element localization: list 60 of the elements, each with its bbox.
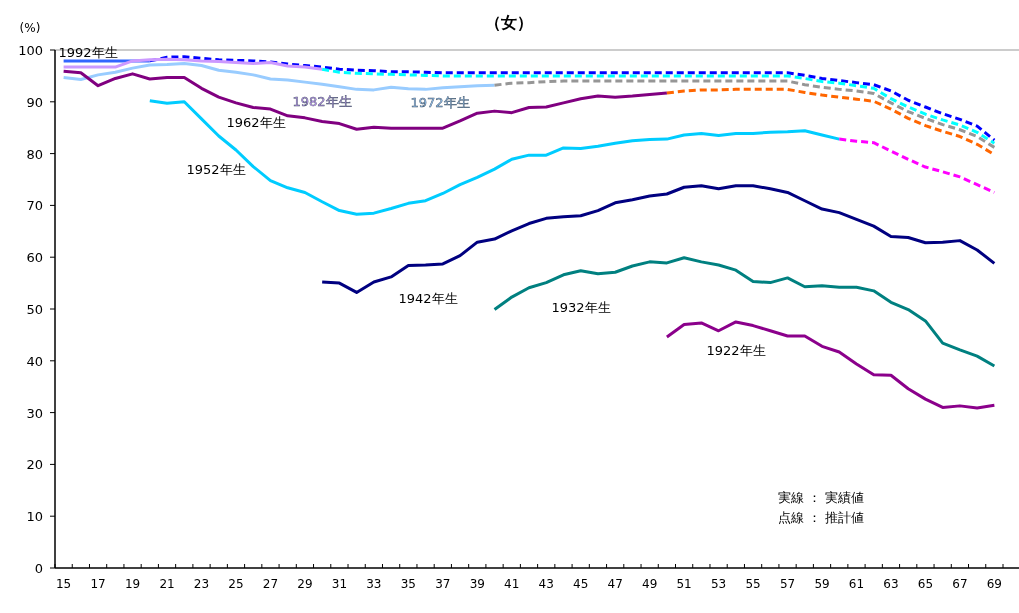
y-tick-label: 20	[26, 457, 43, 473]
x-tick-label: 55	[745, 577, 761, 591]
x-tick-label: 63	[883, 577, 899, 591]
series-label: 1962年生	[226, 115, 286, 130]
x-tick-label: 69	[986, 577, 1003, 591]
x-tick-label: 25	[228, 577, 244, 591]
series-label: 1952年生	[186, 162, 246, 177]
series-label: 1922年生	[706, 343, 766, 358]
x-tick-label: 61	[848, 577, 865, 591]
x-tick-label: 45	[573, 577, 589, 591]
series-label: 1942年生	[398, 291, 458, 306]
line-series	[62, 61, 497, 92]
x-tick-label: 53	[710, 577, 727, 591]
line-series	[62, 69, 669, 131]
x-tick-label: 21	[159, 577, 175, 591]
x-tick-label: 17	[90, 577, 106, 591]
y-tick-label: 100	[18, 43, 43, 58]
line-series	[837, 137, 996, 194]
text: 1982年生	[292, 94, 352, 109]
x-tick-label: 39	[469, 577, 485, 591]
y-tick-label: 40	[26, 353, 43, 369]
y-axis-title: (%)	[19, 21, 41, 35]
annotation: 実線 ： 実績値	[778, 490, 865, 505]
x-tick-label: 15	[55, 577, 72, 591]
y-tick-label: 90	[26, 94, 43, 110]
x-tick-label: 23	[193, 577, 210, 591]
y-tick-label: 70	[26, 198, 43, 214]
line-series	[665, 320, 996, 410]
x-tick-label: 29	[297, 577, 313, 591]
x-tick-label: 43	[538, 577, 554, 591]
x-tick-label: 31	[331, 577, 348, 591]
annotation: 点線 ： 推計値	[778, 510, 865, 525]
x-tick-label: 37	[435, 577, 451, 591]
x-tick-label: 51	[676, 577, 692, 591]
y-tick-label: 50	[26, 302, 43, 317]
series-label: 1972年生	[410, 95, 470, 110]
y-tick-label: 30	[26, 405, 43, 421]
x-tick-label: 47	[607, 577, 623, 591]
x-tick-label: 67	[952, 577, 968, 591]
line-series	[148, 55, 996, 142]
x-tick-label: 49	[642, 577, 658, 591]
x-tick-label: 35	[400, 577, 416, 591]
series-label: 1992年生	[58, 45, 118, 60]
x-tick-label: 57	[779, 577, 796, 591]
line-series	[62, 57, 324, 71]
line-series	[493, 256, 996, 368]
line-series	[320, 184, 996, 294]
x-tick-label: 65	[917, 577, 934, 591]
chart-subtitle: （女）	[485, 13, 533, 32]
x-tick-label: 19	[124, 577, 141, 591]
y-tick-label: 80	[26, 146, 43, 162]
y-tick-label: 60	[26, 250, 43, 266]
x-tick-label: 59	[814, 577, 830, 591]
line-series	[493, 79, 996, 149]
series-label: 1932年生	[551, 300, 611, 315]
y-tick-label: 10	[26, 509, 43, 525]
x-tick-label: 33	[366, 577, 382, 591]
x-tick-label: 27	[262, 577, 279, 591]
x-tick-label: 41	[504, 577, 520, 591]
y-tick-label: 0	[34, 561, 43, 576]
